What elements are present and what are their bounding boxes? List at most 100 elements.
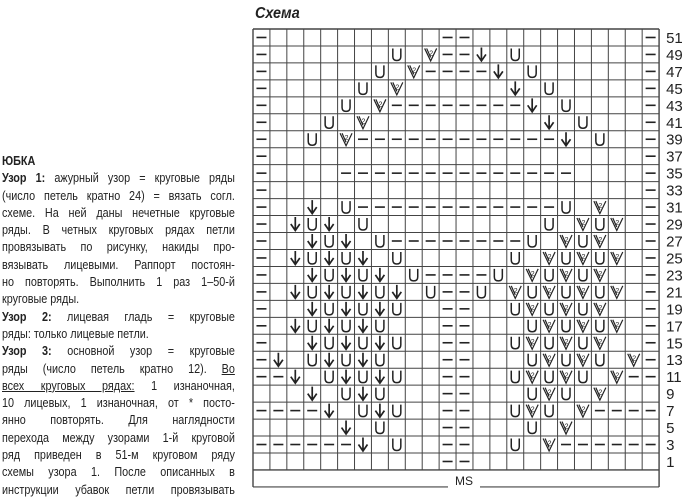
yarn-over-icon (510, 438, 521, 452)
yarn-over-icon (392, 438, 402, 452)
v-2-decrease-icon: 2 (610, 285, 624, 300)
down-arrow-icon (374, 301, 386, 317)
text-line: перехода между узорами 1-й круговой (2, 429, 235, 445)
down-arrow-icon (357, 284, 369, 300)
text-line: янно повторять. Для наглядности (2, 412, 235, 428)
v-2-decrease-icon: 2 (542, 353, 556, 368)
yarn-over-icon (476, 285, 487, 299)
yarn-over-icon (341, 251, 351, 265)
text-line: инструкции убавок петли провязывать (2, 481, 235, 497)
yarn-over-icon (408, 268, 419, 282)
yarn-over-icon (392, 251, 402, 265)
down-arrow-icon (290, 217, 301, 233)
row-number-label: 15 (666, 335, 683, 352)
yarn-over-icon (527, 387, 537, 401)
yarn-over-icon (595, 218, 605, 231)
svg-text:2: 2 (598, 305, 602, 312)
yarn-over-icon (307, 319, 317, 333)
row-number-label: 9 (666, 386, 674, 403)
yarn-over-icon (527, 235, 537, 248)
text-run: основной узор = круговые (51, 343, 235, 359)
v-2-decrease-icon: 2 (525, 404, 539, 419)
svg-text:2: 2 (429, 50, 433, 57)
yarn-over-icon (578, 370, 588, 384)
text-run: ажурный узор = круговые ряды (45, 170, 235, 186)
svg-text:2: 2 (531, 373, 535, 380)
text-run: 1 изнаночная, (134, 377, 235, 393)
yarn-over-icon (544, 336, 554, 350)
yarn-over-icon (595, 251, 605, 265)
yarn-over-icon (375, 285, 385, 299)
v-2-decrease-icon: 2 (576, 319, 590, 334)
down-arrow-icon (510, 81, 521, 97)
yarn-over-icon (595, 285, 605, 299)
down-arrow-icon (307, 386, 318, 402)
row-number-label: 17 (666, 318, 683, 335)
yarn-over-icon (561, 319, 571, 333)
svg-text:2: 2 (615, 288, 619, 295)
svg-text:2: 2 (565, 305, 569, 312)
v-2-decrease-icon: 2 (525, 370, 539, 385)
svg-text:2: 2 (615, 373, 619, 380)
yarn-over-icon (578, 235, 588, 248)
svg-text:2: 2 (565, 373, 569, 380)
v-2-decrease-icon: 2 (593, 234, 607, 249)
down-arrow-icon (323, 217, 335, 233)
row-number-label: 13 (666, 352, 683, 369)
v-2-decrease-icon: 2 (424, 48, 438, 63)
yarn-over-icon (578, 302, 588, 316)
svg-text:2: 2 (548, 288, 552, 295)
svg-text:2: 2 (548, 254, 552, 261)
yarn-over-icon (527, 285, 537, 299)
row-number-label: 35 (666, 166, 683, 183)
down-arrow-icon (340, 234, 352, 249)
yarn-over-icon (510, 302, 521, 316)
v-2-decrease-icon: 2 (525, 336, 539, 351)
yarn-over-icon (510, 48, 521, 62)
svg-text:2: 2 (565, 339, 569, 346)
pattern-1-line: Узор 1: ажурный узор = круговые ряды (2, 169, 235, 186)
yarn-over-icon (561, 353, 571, 367)
svg-text:2: 2 (395, 84, 399, 91)
yarn-over-icon (324, 116, 334, 130)
yarn-over-icon (595, 353, 605, 367)
yarn-over-icon (527, 421, 537, 435)
scheme-title: Схема (255, 5, 300, 22)
yarn-over-icon (375, 235, 385, 248)
yarn-over-icon (324, 370, 334, 384)
svg-text:2: 2 (615, 254, 619, 261)
yarn-over-icon (578, 268, 588, 282)
yarn-over-icon (307, 251, 317, 265)
svg-text:2: 2 (615, 322, 619, 329)
text-line: круговые ряды. (2, 291, 80, 307)
row-number-label: 11 (666, 369, 682, 386)
down-arrow-icon (357, 437, 369, 453)
yarn-over-icon (375, 421, 385, 435)
down-arrow-icon (273, 352, 284, 368)
v-2-decrease-icon: 2 (542, 438, 556, 453)
v-2-decrease-icon: 2 (508, 285, 522, 300)
row-number-label: 47 (666, 64, 683, 81)
yarn-over-icon (510, 404, 521, 418)
v-2-decrease-icon: 2 (627, 353, 641, 368)
v-2-decrease-icon: 2 (559, 302, 573, 317)
text-line: (число петель кратно 24) = вязать согл. (2, 187, 235, 203)
svg-text:2: 2 (581, 322, 585, 329)
yarn-over-icon (392, 302, 402, 316)
svg-text:2: 2 (598, 237, 602, 244)
down-arrow-icon (307, 267, 318, 283)
text-run: ряды (число петель кратно 12). (2, 360, 222, 376)
row-number-label: 5 (666, 420, 674, 437)
down-arrow-icon (340, 301, 352, 317)
yarn-over-icon (544, 82, 554, 96)
row-number-label: 51 (666, 30, 683, 47)
down-arrow-icon (340, 335, 352, 351)
text-line: вязывать лицевыми. Раппорт постоян- (2, 256, 235, 272)
down-arrow-icon (374, 335, 386, 351)
yarn-over-icon (527, 319, 537, 333)
svg-text:2: 2 (531, 305, 535, 312)
down-arrow-icon (543, 115, 555, 131)
yarn-over-icon (544, 404, 554, 418)
v-2-decrease-icon: 2 (390, 82, 404, 97)
yarn-over-icon (358, 336, 368, 350)
